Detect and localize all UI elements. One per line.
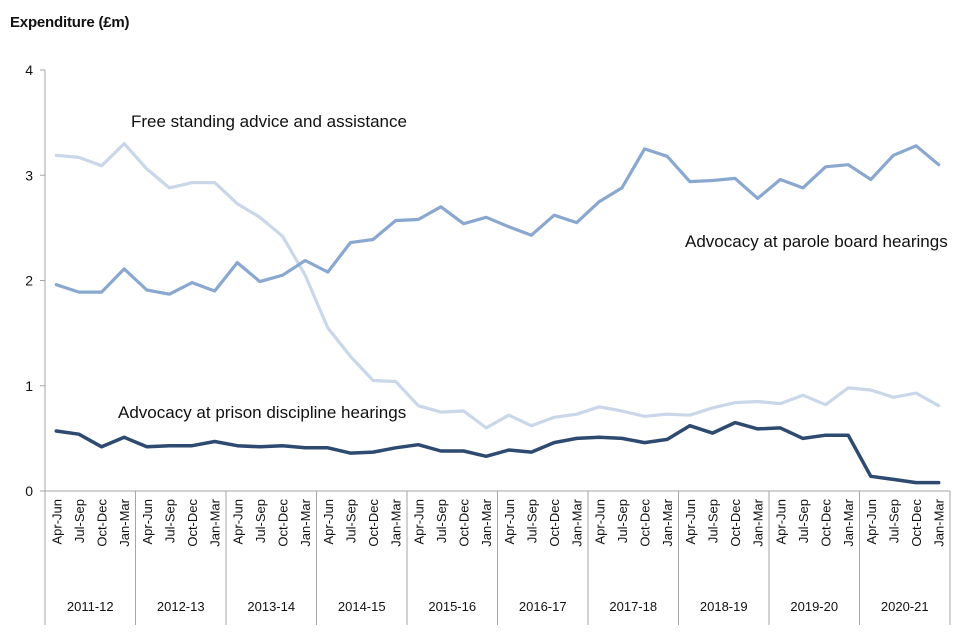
- y-tick-label: 4: [25, 62, 33, 78]
- x-tick-label: Apr-Jun: [230, 499, 245, 545]
- x-tick-label: Jul-Sep: [796, 499, 811, 543]
- x-tick-label: Oct-Dec: [457, 499, 472, 547]
- x-tick-label: Jan-Mar: [479, 498, 494, 546]
- year-group-label: 2018-19: [700, 599, 748, 614]
- year-group-label: 2011-12: [67, 599, 114, 614]
- year-group-label: 2019-20: [790, 599, 838, 614]
- x-tick-label: Jan-Mar: [841, 498, 856, 546]
- series-line: [54, 142, 941, 430]
- x-tick-label: Apr-Jun: [321, 499, 336, 545]
- x-tick-label: Jul-Sep: [886, 499, 901, 543]
- x-tick-label: Oct-Dec: [547, 499, 562, 547]
- x-tick-label: Apr-Jun: [864, 499, 879, 545]
- year-group-label: 2015-16: [428, 599, 476, 614]
- y-axis-title: Expenditure (£m): [10, 14, 130, 31]
- x-tick-label: Oct-Dec: [638, 499, 653, 547]
- x-tick-label: Jul-Sep: [615, 499, 630, 543]
- x-tick-label: Oct-Dec: [728, 499, 743, 547]
- x-tick-label: Apr-Jun: [683, 499, 698, 545]
- x-tick-label: Jan-Mar: [751, 498, 766, 546]
- x-tick-label: Jan-Mar: [932, 498, 947, 546]
- series-label: Free standing advice and assistance: [131, 112, 407, 131]
- x-tick-label: Oct-Dec: [276, 499, 291, 547]
- series-line: [54, 144, 941, 296]
- series-label: Advocacy at prison discipline hearings: [118, 403, 406, 422]
- x-tick-label: Jul-Sep: [705, 499, 720, 543]
- year-group-label: 2014-15: [338, 599, 386, 614]
- year-group-label: 2013-14: [247, 599, 295, 614]
- y-tick-label: 3: [25, 167, 33, 183]
- series-line: [54, 420, 941, 485]
- x-tick-label: Jul-Sep: [253, 499, 268, 543]
- x-tick-label: Jul-Sep: [162, 499, 177, 543]
- x-tick-label: Apr-Jun: [411, 499, 426, 545]
- x-tick-label: Jul-Sep: [343, 499, 358, 543]
- x-tick-label: Jan-Mar: [117, 498, 132, 546]
- x-tick-label: Jul-Sep: [524, 499, 539, 543]
- x-tick-label: Jul-Sep: [434, 499, 449, 543]
- y-tick-label: 1: [25, 378, 33, 394]
- x-tick-label: Jan-Mar: [208, 498, 223, 546]
- x-tick-label: Apr-Jun: [49, 499, 64, 545]
- series-label: Advocacy at parole board hearings: [685, 232, 948, 251]
- x-tick-label: Oct-Dec: [909, 499, 924, 547]
- x-tick-label: Oct-Dec: [95, 499, 110, 547]
- year-group-label: 2012-13: [157, 599, 205, 614]
- x-tick-label: Jan-Mar: [298, 498, 313, 546]
- x-tick-label: Oct-Dec: [819, 499, 834, 547]
- x-tick-label: Jan-Mar: [389, 498, 404, 546]
- x-tick-label: Apr-Jun: [773, 499, 788, 545]
- x-tick-label: Apr-Jun: [140, 499, 155, 545]
- year-group-label: 2017-18: [609, 599, 657, 614]
- x-tick-label: Jan-Mar: [660, 498, 675, 546]
- x-tick-label: Oct-Dec: [366, 499, 381, 547]
- y-tick-label: 0: [25, 483, 33, 499]
- year-group-label: 2016-17: [519, 599, 567, 614]
- x-tick-label: Jul-Sep: [72, 499, 87, 543]
- x-tick-label: Apr-Jun: [502, 499, 517, 545]
- x-tick-label: Jan-Mar: [570, 498, 585, 546]
- year-group-label: 2020-21: [881, 599, 929, 614]
- x-tick-label: Oct-Dec: [185, 499, 200, 547]
- y-tick-label: 2: [25, 273, 33, 289]
- x-tick-label: Apr-Jun: [592, 499, 607, 545]
